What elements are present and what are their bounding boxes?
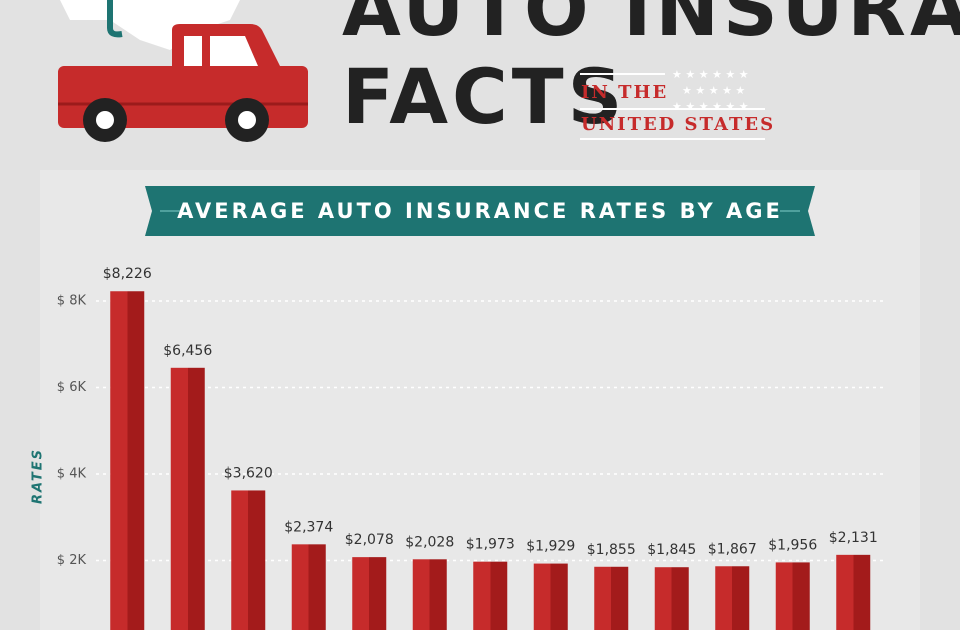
svg-text:★ ★ ★ ★ ★ ★: ★ ★ ★ ★ ★ ★ xyxy=(672,100,749,113)
title-line1: AUTO INSURANCE xyxy=(342,0,960,53)
bar xyxy=(170,367,205,630)
bar xyxy=(110,291,145,630)
bar xyxy=(533,563,568,630)
value-label: $1,855 xyxy=(587,542,636,558)
stars: ★ ★ ★ ★ ★ ★ ★ ★ ★ ★ ★ ★ ★ ★ ★ ★ ★ xyxy=(672,68,749,113)
chart-title: AVERAGE AUTO INSURANCE RATES BY AGE xyxy=(177,199,783,223)
bar xyxy=(594,566,629,630)
value-label: $1,956 xyxy=(768,537,817,553)
title-line2: FACTS xyxy=(342,52,626,141)
bar xyxy=(715,566,750,630)
y-axis-label: RATES xyxy=(31,448,46,504)
map-pin xyxy=(107,0,123,38)
svg-text:★ ★ ★ ★ ★: ★ ★ ★ ★ ★ xyxy=(682,84,745,97)
y-tick-label: $ 2K xyxy=(57,553,87,568)
value-label: $2,374 xyxy=(284,519,333,535)
bar xyxy=(231,490,266,630)
y-tick-label: $ 6K xyxy=(57,380,87,395)
value-label: $8,226 xyxy=(103,266,152,282)
map xyxy=(60,0,240,50)
value-label: $1,973 xyxy=(466,537,515,553)
bar xyxy=(412,559,447,630)
subtitle-line2: UNITED STATES xyxy=(581,114,775,135)
bar xyxy=(291,544,326,630)
y-tick-label: $ 4K xyxy=(57,467,87,482)
value-label: $2,078 xyxy=(345,532,394,548)
value-label: $2,028 xyxy=(405,534,454,550)
y-tick-label: $ 8K xyxy=(57,294,87,309)
svg-text:★ ★ ★ ★ ★ ★: ★ ★ ★ ★ ★ ★ xyxy=(672,68,749,81)
value-label: $1,867 xyxy=(708,541,757,557)
bar xyxy=(836,554,871,630)
value-label: $6,456 xyxy=(163,343,212,359)
bar xyxy=(654,567,689,630)
value-label: $2,131 xyxy=(829,530,878,546)
bar xyxy=(775,562,810,630)
truck-icon xyxy=(58,24,308,142)
subtitle-line1: IN THE xyxy=(581,82,668,103)
bar xyxy=(473,561,508,630)
bar xyxy=(352,557,387,630)
value-label: $1,845 xyxy=(647,542,696,558)
value-label: $1,929 xyxy=(526,539,575,555)
title-banner xyxy=(145,186,815,236)
value-label: $3,620 xyxy=(224,465,273,481)
